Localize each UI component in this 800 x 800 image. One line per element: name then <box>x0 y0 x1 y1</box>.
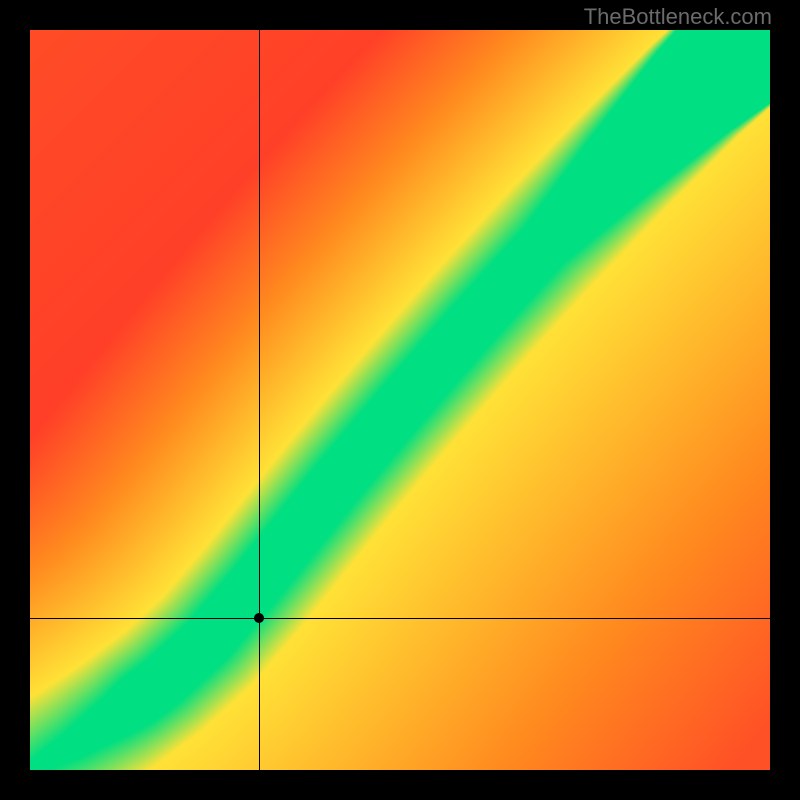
heatmap-canvas <box>30 30 770 770</box>
watermark-text: TheBottleneck.com <box>584 4 772 30</box>
crosshair-marker <box>254 613 264 623</box>
crosshair-horizontal <box>30 618 770 619</box>
plot-area <box>30 30 770 770</box>
crosshair-vertical <box>259 30 260 770</box>
